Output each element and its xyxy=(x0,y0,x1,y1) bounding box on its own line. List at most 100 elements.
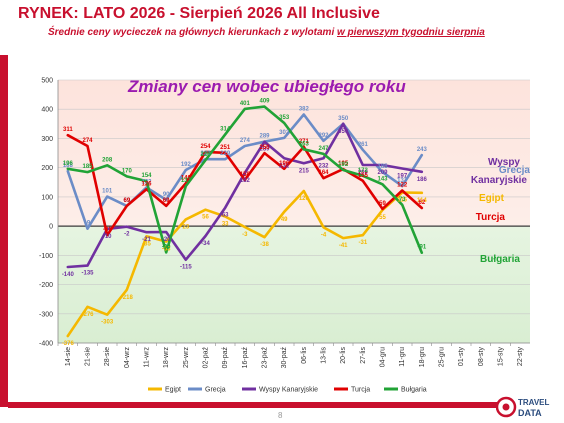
y-tick-label: 500 xyxy=(41,78,53,85)
data-label: 155 xyxy=(358,173,369,179)
x-tick-label: 11-wrz xyxy=(144,347,151,368)
x-axis: 14-sie 21-sie 28-sie 04-wrz 11-wrz 18-wrz 25-w… xyxy=(57,342,530,369)
data-label: 23 xyxy=(182,224,189,230)
data-label: -90 xyxy=(162,244,171,250)
data-label: 192 xyxy=(338,162,349,168)
y-tick-label: -300 xyxy=(39,311,53,318)
legend-label: Egipt xyxy=(165,387,181,394)
y-tick-label: 300 xyxy=(41,136,53,143)
series-side-label: Kanaryjskie xyxy=(471,175,528,186)
x-tick-label: 25-gru xyxy=(439,347,446,367)
data-label: -34 xyxy=(201,241,210,247)
x-tick-label: 09-paź xyxy=(222,347,229,369)
x-tick-label: 18-wrz xyxy=(163,347,170,369)
data-label: 115 xyxy=(397,198,407,204)
x-tick-label: 11-gru xyxy=(399,347,406,367)
data-label: 350 xyxy=(338,129,349,135)
x-tick-label: 15-sty xyxy=(498,347,505,367)
data-label: 158 xyxy=(240,172,251,178)
data-label: 101 xyxy=(102,189,113,195)
data-label: 137 xyxy=(397,178,408,184)
page-number: 8 xyxy=(278,411,283,420)
x-tick-label: 04-wrz xyxy=(124,347,131,369)
data-label: 196 xyxy=(279,161,290,167)
data-label: -376 xyxy=(62,341,75,347)
data-label: -91 xyxy=(417,245,426,251)
data-label: -135 xyxy=(81,271,94,277)
x-tick-label: 27-lis xyxy=(360,347,367,364)
x-tick-label: 08-sty xyxy=(478,347,485,367)
data-label: 229 xyxy=(200,151,211,157)
series-group xyxy=(66,105,424,338)
data-labels: -376 -276 -303 -218 -35 -53 23 56 33 -3 -38 49 120 -4… xyxy=(62,99,428,347)
data-label: 172 xyxy=(358,168,369,174)
data-label: 209 xyxy=(358,170,369,176)
series-line xyxy=(66,133,424,237)
data-label: -9 xyxy=(85,221,91,227)
data-label: 185 xyxy=(82,164,93,170)
x-tick-label: 04-gru xyxy=(380,347,387,367)
data-label: 209 xyxy=(377,170,388,176)
chart-title: Zmiany cen wobec ubiegłego roku xyxy=(127,77,406,96)
data-label: -10 xyxy=(103,234,112,240)
data-label: -276 xyxy=(81,312,94,318)
data-label: 382 xyxy=(299,106,310,112)
left-red-bar xyxy=(0,55,8,407)
data-label: 311 xyxy=(63,127,73,133)
data-label: 146 xyxy=(181,175,192,181)
y-tick-label: 100 xyxy=(41,194,53,201)
data-label: 164 xyxy=(318,170,329,176)
data-label: 229 xyxy=(220,151,231,157)
data-label: 90 xyxy=(163,192,170,198)
subtitle-main: Średnie ceny wycieczek na głównych kieru… xyxy=(48,27,337,38)
data-label: -35 xyxy=(142,241,151,247)
travel-data-logo: TRAVEL DATA xyxy=(496,396,550,418)
data-label: 197 xyxy=(397,174,408,180)
data-label: 195 xyxy=(338,161,349,167)
data-label: -21 xyxy=(142,237,151,243)
data-label: 126 xyxy=(141,181,152,187)
x-tick-label: 16-paź xyxy=(242,347,249,369)
data-label: 215 xyxy=(299,168,310,174)
data-label: -2 xyxy=(124,232,130,238)
data-label: 122 xyxy=(397,182,408,188)
data-label: 182 xyxy=(240,178,251,184)
series-line xyxy=(66,105,424,254)
data-label: 69 xyxy=(123,198,130,204)
x-tick-label: 13-lis xyxy=(321,347,328,364)
x-tick-label: 22-sty xyxy=(517,347,524,367)
legend-label: Wyspy Kanaryjskie xyxy=(259,387,318,394)
data-label: 154 xyxy=(141,173,152,179)
series-line xyxy=(66,122,424,269)
data-label: 143 xyxy=(377,176,388,182)
data-label: 271 xyxy=(299,139,310,145)
data-label: 289 xyxy=(259,147,270,153)
data-label: -31 xyxy=(103,227,112,233)
x-tick-label: 06-lis xyxy=(301,347,308,364)
data-label: -53 xyxy=(162,247,171,253)
x-tick-label: 18-gru xyxy=(419,347,426,367)
y-tick-label: 200 xyxy=(41,165,53,172)
data-label: 33 xyxy=(222,221,229,227)
legend-label: Turcja xyxy=(351,387,370,394)
data-label: 254 xyxy=(200,144,211,150)
data-label: 292 xyxy=(318,133,329,139)
y-tick-label: 0 xyxy=(49,224,53,231)
series-side-label: Bułgaria xyxy=(480,254,520,265)
series-line xyxy=(66,189,424,338)
legend-label: Bułgaria xyxy=(401,387,427,394)
y-axis: -400 -300 -200 -100 0 100 200 300 400 500 xyxy=(39,78,59,348)
data-label: 302 xyxy=(279,130,290,136)
logo-text-1: TRAVEL xyxy=(518,398,550,407)
y-tick-label: 400 xyxy=(41,107,53,114)
data-label: 247 xyxy=(318,146,329,152)
data-label: 350 xyxy=(338,116,349,122)
x-tick-label: 01-sty xyxy=(458,347,465,367)
x-tick-label: 25-wrz xyxy=(183,347,190,369)
x-tick-label: 14-sie xyxy=(65,347,72,366)
legend-label: Grecja xyxy=(205,387,226,394)
data-label: -4 xyxy=(321,232,327,238)
data-label: 186 xyxy=(417,177,428,183)
data-label: -3 xyxy=(242,232,248,238)
